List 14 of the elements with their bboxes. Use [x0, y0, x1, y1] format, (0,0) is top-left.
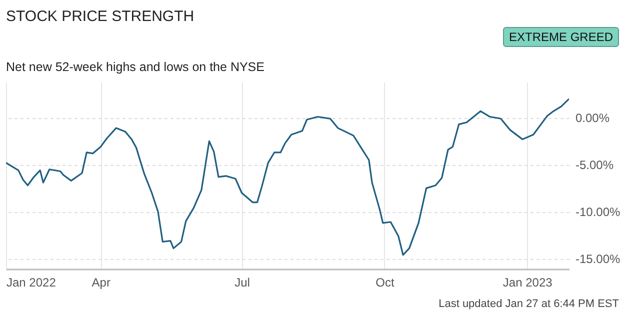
x-tick-label: Jul: [234, 276, 250, 290]
x-tick-label: Apr: [92, 276, 110, 290]
chart-subtitle: Net new 52-week highs and lows on the NYSE: [6, 60, 264, 74]
text: EXTREME GREED: [502, 27, 619, 47]
y-tick-label: -10.00%: [576, 205, 621, 220]
chart-title: STOCK PRICE STRENGTH: [6, 8, 194, 25]
y-tick-label: -5.00%: [576, 158, 614, 172]
x-tick-label: Jan 2023: [502, 276, 553, 290]
x-tick-label: Oct: [376, 276, 395, 290]
line-series: [6, 98, 569, 256]
text: Last updated Jan 27 at 6:44 PM EST: [438, 298, 619, 310]
y-tick-label: 0.00%: [576, 111, 610, 126]
x-tick-label: Jan 2022: [6, 276, 56, 290]
y-tick-label: -15.00%: [576, 252, 621, 266]
